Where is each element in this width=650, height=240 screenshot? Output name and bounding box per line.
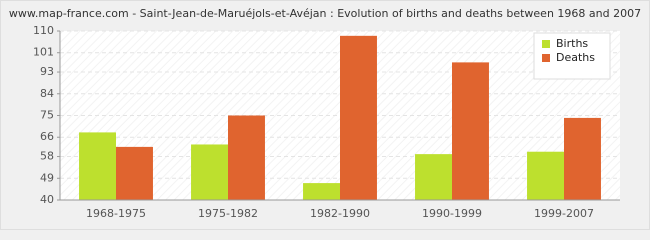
chart: www.map-france.com - Saint-Jean-de-Marué… <box>0 0 650 230</box>
x-tick-label: 1968-1975 <box>86 207 146 220</box>
y-tick-label: 101 <box>33 46 54 59</box>
y-tick-label: 58 <box>40 150 54 163</box>
y-tick-label: 84 <box>40 87 54 100</box>
x-tick-label: 1982-1990 <box>310 207 370 220</box>
bar <box>564 117 601 200</box>
bar <box>452 62 489 201</box>
legend-swatch <box>542 54 550 62</box>
y-tick-label: 66 <box>40 130 54 143</box>
bar <box>79 132 116 200</box>
y-tick-label: 93 <box>40 65 54 78</box>
legend-label: Births <box>556 37 588 50</box>
bar <box>527 151 564 200</box>
x-tick-label: 1990-1999 <box>422 207 482 220</box>
x-tick-label: 1999-2007 <box>534 207 594 220</box>
y-tick-label: 110 <box>33 24 54 37</box>
legend-swatch <box>542 40 550 48</box>
bar <box>116 146 153 200</box>
y-tick-label: 75 <box>40 109 54 122</box>
x-tick-label: 1975-1982 <box>198 207 258 220</box>
bar <box>303 183 340 200</box>
legend-label: Deaths <box>556 51 595 64</box>
bar <box>228 115 265 200</box>
y-tick-label: 49 <box>40 171 54 184</box>
y-tick-label: 40 <box>40 193 54 206</box>
page: www.map-france.com - Saint-Jean-de-Marué… <box>0 0 650 230</box>
chart-title: www.map-france.com - Saint-Jean-de-Marué… <box>9 7 641 20</box>
bar <box>191 144 228 200</box>
bar <box>340 35 377 201</box>
bar <box>415 154 452 200</box>
